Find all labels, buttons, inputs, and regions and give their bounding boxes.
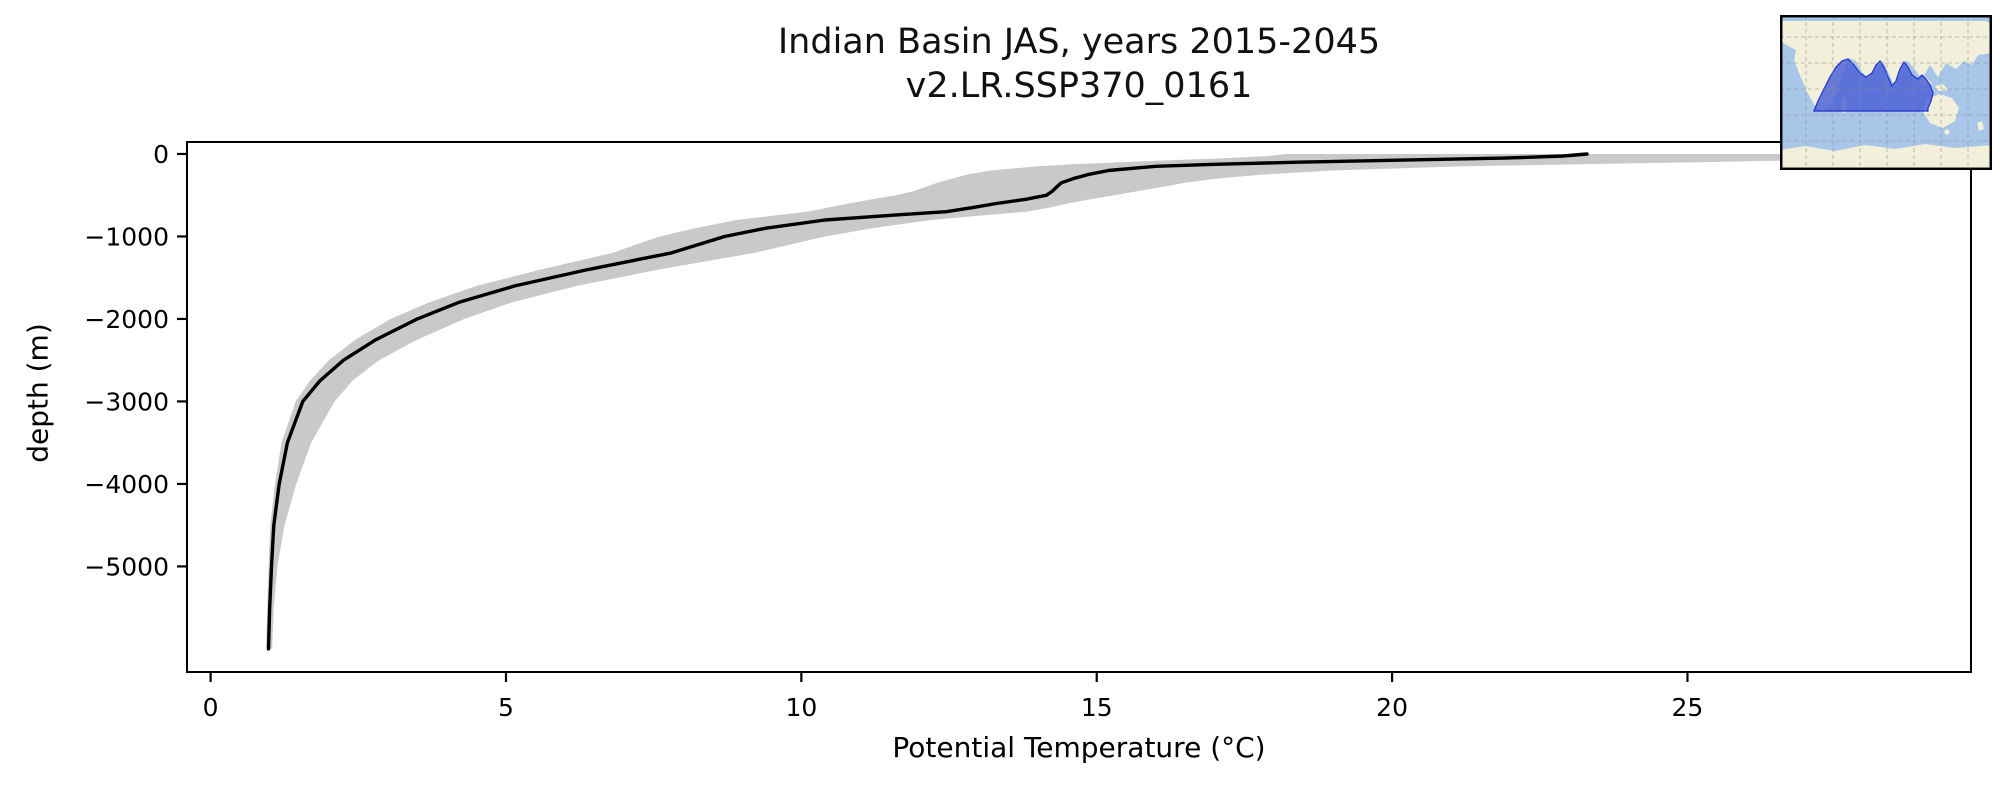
chart-title-line1: Indian Basin JAS, years 2015-2045: [777, 22, 1381, 62]
x-tick-label: 5: [498, 693, 514, 722]
axes-spines: [186, 141, 1972, 673]
y-tick-label: −2000: [84, 305, 169, 334]
x-tick-label: 15: [1081, 693, 1113, 722]
y-tick-label: −1000: [84, 222, 169, 251]
chart-title: Indian Basin JAS, years 2015-2045 v2.LR.…: [187, 20, 1971, 108]
island-japan: [1976, 31, 1986, 44]
island-new-zealand: [1977, 121, 1984, 131]
x-tick-label: 25: [1672, 693, 1704, 722]
inset-frame: [1779, 14, 1993, 171]
minmax-band: [266, 154, 1948, 649]
land-australia: [1923, 94, 1959, 128]
island-tasmania: [1944, 129, 1950, 135]
land-antarctica: [1780, 144, 1992, 170]
y-tick-label: 0: [153, 140, 169, 169]
x-tick-label: 10: [785, 693, 817, 722]
x-tick-label: 0: [203, 693, 219, 722]
y-tick-label: −5000: [84, 552, 169, 581]
inset-map-region: [1779, 14, 1993, 171]
basin-highlight: [1813, 58, 1934, 112]
x-axis-label: Potential Temperature (°C): [892, 731, 1266, 764]
x-tick-label: 20: [1376, 693, 1408, 722]
y-tick-label: −4000: [84, 470, 169, 499]
indian-basin-inset-map: [1779, 14, 1993, 171]
chart-title-line2: v2.LR.SSP370_0161: [905, 66, 1253, 106]
mean-profile-line: [266, 152, 1589, 651]
y-tick-label: −3000: [84, 387, 169, 416]
